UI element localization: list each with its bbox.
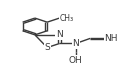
Text: NH: NH: [105, 34, 118, 43]
Text: S: S: [44, 43, 50, 52]
Text: OH: OH: [69, 56, 83, 65]
Text: N: N: [72, 39, 79, 48]
Text: N: N: [56, 30, 63, 39]
Text: CH₃: CH₃: [59, 14, 74, 23]
